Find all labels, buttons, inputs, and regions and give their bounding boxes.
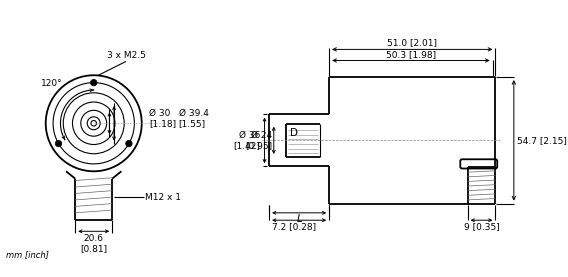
Text: 54.7 [2.15]: 54.7 [2.15] bbox=[517, 136, 566, 145]
Text: 20.6
[0.81]: 20.6 [0.81] bbox=[80, 234, 107, 253]
Text: 9 [0.35]: 9 [0.35] bbox=[463, 222, 499, 231]
Circle shape bbox=[55, 140, 62, 147]
Circle shape bbox=[126, 140, 132, 147]
Text: L: L bbox=[296, 214, 302, 224]
Circle shape bbox=[90, 79, 97, 86]
Text: 51.0 [2.01]: 51.0 [2.01] bbox=[387, 39, 437, 48]
Text: 3 x M2.5: 3 x M2.5 bbox=[107, 52, 145, 60]
Text: Ø 36
[1.42]: Ø 36 [1.42] bbox=[233, 131, 260, 150]
Text: 50.3 [1.98]: 50.3 [1.98] bbox=[386, 50, 436, 59]
Text: M12 x 1: M12 x 1 bbox=[144, 193, 181, 202]
Text: Ø 30
[1.18]: Ø 30 [1.18] bbox=[149, 109, 176, 128]
Text: mm [inch]: mm [inch] bbox=[6, 250, 49, 259]
Text: D: D bbox=[290, 129, 298, 138]
Text: 120°: 120° bbox=[41, 79, 63, 88]
Text: Ø 24
[0.95]: Ø 24 [0.95] bbox=[245, 131, 272, 150]
Text: 7.2 [0.28]: 7.2 [0.28] bbox=[272, 222, 316, 231]
Text: Ø 39.4
[1.55]: Ø 39.4 [1.55] bbox=[179, 109, 208, 128]
